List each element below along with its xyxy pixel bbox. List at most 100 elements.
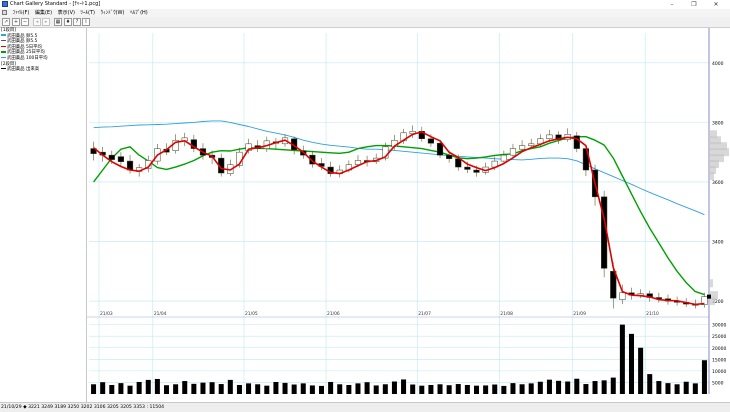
price-volume-bar — [709, 160, 719, 169]
menu-window[interactable]: ｳｨﾝﾄﾞｳ(W) — [100, 10, 125, 16]
menu-tools[interactable]: ﾂｰﾙ(T) — [80, 10, 96, 16]
legend-item[interactable]: 武田薬品 100日平均 — [0, 56, 86, 62]
menu-file[interactable]: ﾌｧｲﾙ(F) — [12, 10, 30, 16]
menu-edit[interactable]: 編集(E) — [34, 10, 53, 16]
volume-bar — [218, 384, 224, 394]
volume-bar — [227, 379, 233, 394]
legend-section-2[interactable]: [2段目] — [1, 61, 17, 67]
zoom-in-icon[interactable]: + — [12, 18, 20, 26]
volume-bar — [556, 380, 562, 394]
legend-item[interactable]: 武田薬品 5日平均 — [0, 45, 86, 51]
volume-bar — [674, 384, 680, 394]
volume-bar — [182, 381, 188, 394]
candle-body — [108, 154, 115, 160]
status-text: 21/10/29 ◆ 3221 3249 3189 3250 3202 3106… — [1, 405, 165, 410]
volume-bar — [592, 381, 598, 394]
legend-section-1[interactable]: [1段目] — [1, 28, 17, 33]
legend-item[interactable]: 武田薬品 卵5.5 — [0, 34, 86, 40]
ma5-line — [93, 131, 705, 306]
price-volume-bar — [709, 291, 718, 300]
volume-bar — [109, 384, 115, 394]
volume-bar — [455, 384, 461, 394]
volume-bar — [528, 383, 534, 394]
volume-bar — [337, 384, 343, 394]
volume-bar — [209, 382, 215, 394]
volume-bar — [665, 383, 671, 394]
minimize-button[interactable]: – — [670, 1, 674, 8]
price-volume-bar — [709, 171, 714, 180]
volume-bar — [291, 384, 297, 394]
price-tick-label: 4000 — [712, 61, 724, 67]
volume-bar — [328, 381, 334, 394]
chart-area[interactable]: 4000 3800 3600 3400 3200 30000 25000 20000 15000… — [87, 28, 730, 402]
volume-bar — [100, 382, 106, 394]
legend-panel: [1段目] 武田薬品 卵5.5 武田薬品 卵5.5 武田薬品 5日平均 武田薬品… — [0, 28, 87, 402]
volume-bar — [391, 381, 397, 394]
pin-icon[interactable]: ♦ — [64, 18, 72, 26]
volume-bar — [692, 383, 698, 394]
volume-tick-label: 30000 — [712, 323, 726, 329]
settings-icon[interactable]: ▦ — [54, 18, 62, 26]
volume-bar — [282, 382, 288, 394]
close-button[interactable]: ✕ — [713, 1, 719, 8]
volume-bar — [236, 384, 242, 394]
volume-bar — [364, 382, 370, 394]
volume-bar — [419, 385, 425, 394]
candle-body — [427, 138, 434, 144]
volume-bar — [656, 381, 662, 394]
volume-bar — [401, 379, 407, 394]
month-label: 21/09 — [573, 311, 586, 317]
info-icon[interactable]: i — [82, 18, 90, 26]
volume-bar — [619, 324, 625, 394]
volume-series — [91, 324, 707, 394]
help-icon[interactable]: ? — [73, 18, 81, 26]
candle-body — [473, 169, 480, 173]
window-title: Chart Gallery Standard - [ﾁｬｰﾄ1.pcg] — [10, 1, 101, 7]
month-label: 21/06 — [327, 311, 340, 317]
price-tick-label: 3200 — [712, 299, 724, 305]
volume-bar — [136, 381, 142, 394]
price-volume-bar — [709, 136, 721, 145]
volume-bar — [701, 360, 707, 394]
volume-bar — [255, 384, 261, 394]
month-label: 21/10 — [646, 311, 659, 317]
menu-view[interactable]: 表示(V) — [57, 10, 75, 16]
candle-body — [436, 142, 444, 156]
volume-bar — [154, 378, 160, 394]
legend-item[interactable]: 武田薬品 25日平均 — [0, 50, 86, 56]
forward-icon[interactable]: ▸ — [42, 18, 50, 26]
back-icon[interactable]: ◂ — [33, 18, 41, 26]
zoom-out-icon[interactable]: − — [21, 18, 29, 26]
chart-svg[interactable]: 4000 3800 3600 3400 3200 30000 25000 20000 15000… — [87, 28, 730, 402]
volume-bar — [373, 385, 379, 394]
price-tick-label: 3400 — [712, 240, 724, 246]
volume-bar — [145, 379, 151, 394]
price-tick-label: 3600 — [712, 180, 724, 186]
volume-tick-label: 20000 — [712, 346, 726, 352]
ma25-series — [93, 135, 705, 296]
menu-help[interactable]: ﾍﾙﾌﾟ(H) — [130, 10, 148, 16]
candle-body — [354, 160, 362, 165]
legend-item[interactable]: 武田薬品 出来高 — [0, 67, 86, 73]
maximize-button[interactable]: ❐ — [691, 1, 697, 8]
ma100-series — [93, 120, 705, 216]
legend-item[interactable]: 武田薬品 卵5.5 — [0, 39, 86, 45]
volume-bar — [628, 333, 635, 394]
candle-body — [555, 134, 562, 140]
volume-bar — [273, 381, 279, 394]
chart-type-icon[interactable]: ↗ — [2, 18, 10, 26]
volume-bar — [565, 381, 571, 394]
volume-bar — [483, 385, 489, 394]
volume-bar — [200, 382, 206, 394]
document-icon[interactable] — [2, 10, 7, 15]
price-volume-bar — [709, 142, 727, 151]
month-label: 21/05 — [245, 311, 258, 317]
ma5-series — [93, 131, 705, 306]
volume-bar — [638, 347, 644, 394]
volume-bar — [163, 385, 170, 394]
candle-body — [619, 292, 626, 300]
volume-bar — [118, 383, 124, 394]
price-volume-bar — [709, 297, 715, 306]
ma25-line — [93, 135, 705, 296]
volume-bar — [191, 383, 197, 394]
